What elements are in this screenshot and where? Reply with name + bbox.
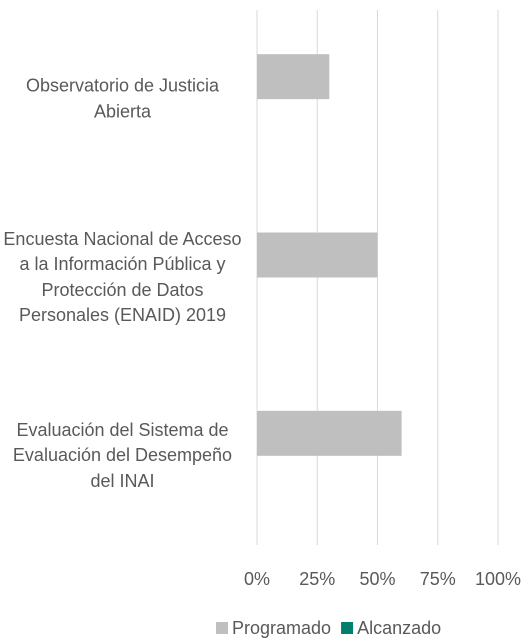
bar (257, 54, 330, 100)
x-tick-label: 50% (359, 569, 395, 589)
category-label: Observatorio de Justicia Abierta (25, 75, 220, 122)
x-tick-label: 100% (475, 569, 521, 589)
bar (257, 410, 402, 456)
legend-label: Alcanzado (357, 618, 441, 638)
x-tick-label: 75% (420, 569, 456, 589)
legend-swatch (216, 622, 228, 634)
x-tick-label: 25% (299, 569, 335, 589)
bar (257, 232, 378, 278)
category-label: Evaluación del Sistema de Evaluación del… (12, 419, 233, 491)
x-tick-label: 0% (244, 569, 270, 589)
category-label: Encuesta Nacional de Acceso a la Informa… (3, 228, 242, 326)
legend-label: Programado (232, 618, 331, 638)
legend-swatch (341, 622, 354, 634)
